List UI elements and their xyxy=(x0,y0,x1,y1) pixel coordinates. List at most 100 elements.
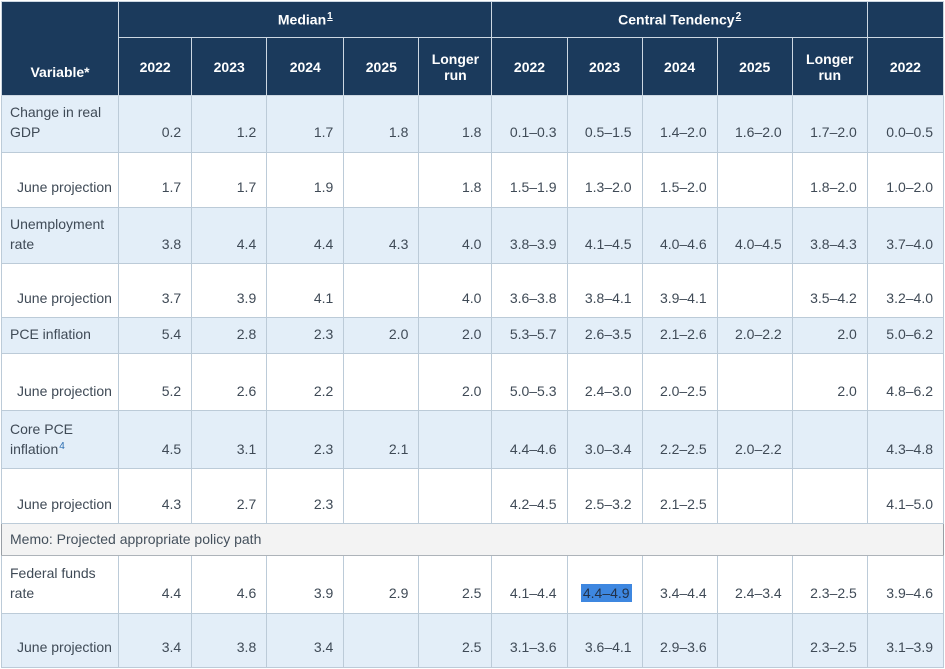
value-cell: 5.3–5.7 xyxy=(491,317,568,355)
value-cell: 2.0–2.2 xyxy=(716,410,793,470)
value-cell: 2.9–3.6 xyxy=(641,612,718,668)
memo-label: Memo: Projected appropriate policy path xyxy=(1,523,944,556)
variable-header-label: Variable* xyxy=(30,64,90,80)
value-cell: 2.5–3.2 xyxy=(566,468,643,525)
value-cell: 3.4 xyxy=(118,612,193,668)
value-cell xyxy=(716,612,793,668)
value-cell: 2.3–2.5 xyxy=(791,612,868,668)
value-cell: 2.5 xyxy=(418,612,493,668)
value-cell: 2.0 xyxy=(418,317,493,355)
value-cell: 1.9 xyxy=(266,151,345,208)
value-cell: 3.8–4.3 xyxy=(791,206,868,265)
value-cell: 4.0 xyxy=(418,206,493,265)
table-row: June projection 3.4 3.8 3.4 2.5 3.1–3.6 3.6–4.… xyxy=(0,612,945,668)
row-label: Core PCE inflation4 xyxy=(0,410,120,470)
value-cell: 3.8–4.1 xyxy=(566,263,643,319)
table-row: June projection 1.7 1.7 1.9 1.8 1.5–1.9 1.3–2.… xyxy=(0,151,945,208)
row-label: June projection xyxy=(0,353,120,412)
table-body: Change in real GDP 0.2 1.2 1.7 1.8 1.8 0.1–0.3… xyxy=(0,95,945,668)
value-cell: 2.5 xyxy=(418,554,493,614)
value-cell: 4.4 xyxy=(118,554,193,614)
value-cell: 2.1–2.6 xyxy=(641,317,718,355)
value-cell: 4.4–4.9 xyxy=(566,554,643,614)
value-cell: 1.8 xyxy=(418,95,493,153)
row-label: Federal funds rate xyxy=(0,554,120,614)
value-cell: 1.8 xyxy=(343,95,420,153)
footnote-link-1[interactable]: 1 xyxy=(327,11,333,23)
value-cell: 1.7 xyxy=(191,151,268,208)
value-cell: 0.1–0.3 xyxy=(491,95,568,153)
value-cell: 4.1 xyxy=(266,263,345,319)
value-cell: 3.8 xyxy=(118,206,193,265)
value-cell: 3.1–3.9 xyxy=(866,612,945,668)
value-cell xyxy=(791,410,868,470)
footnote-link-2[interactable]: 2 xyxy=(735,11,742,23)
value-cell: 2.2 xyxy=(266,353,345,412)
value-cell xyxy=(343,151,420,208)
value-cell: 4.6 xyxy=(191,554,268,614)
year-header-row: 2022 2023 2024 2025 Longer run 2022 2023… xyxy=(2,37,945,96)
value-cell: 1.5–1.9 xyxy=(491,151,568,208)
table-row: Unemployment rate 3.8 4.4 4.4 4.3 4.0 3.8–3.9 4… xyxy=(0,206,945,265)
value-cell: 2.3 xyxy=(266,317,345,355)
value-cell: 5.0–5.3 xyxy=(491,353,568,412)
value-cell: 3.7–4.0 xyxy=(866,206,945,265)
value-cell: 2.3–2.5 xyxy=(791,554,868,614)
value-cell: 4.4 xyxy=(191,206,268,265)
value-cell: 5.2 xyxy=(118,353,193,412)
year-header-median-2022: 2022 xyxy=(118,37,193,96)
value-cell: 2.0–2.2 xyxy=(716,317,793,355)
value-cell xyxy=(418,410,493,470)
value-cell: 2.4–3.4 xyxy=(716,554,793,614)
value-cell: 1.6–2.0 xyxy=(716,95,793,153)
value-cell: 2.3 xyxy=(266,468,345,525)
year-header-range-2022: 2022 xyxy=(866,37,945,96)
value-cell: 0.5–1.5 xyxy=(566,95,643,153)
range-group-header xyxy=(866,1,945,38)
value-cell: 1.0–2.0 xyxy=(866,151,945,208)
value-cell xyxy=(716,468,793,525)
value-cell xyxy=(343,353,420,412)
value-cell: 4.0 xyxy=(418,263,493,319)
row-label: Unemployment rate xyxy=(0,206,120,265)
value-cell: 4.4–4.6 xyxy=(491,410,568,470)
table-row: PCE inflation 5.4 2.8 2.3 2.0 2.0 5.3–5.7 2.6–3… xyxy=(0,317,945,355)
value-cell xyxy=(343,612,420,668)
value-cell: 1.7–2.0 xyxy=(791,95,868,153)
value-cell: 2.6–3.5 xyxy=(566,317,643,355)
median-group-header: Median1 xyxy=(118,1,493,38)
row-label: PCE inflation xyxy=(0,317,120,355)
year-header-ct-2023: 2023 xyxy=(566,37,643,96)
value-cell: 2.0–2.5 xyxy=(641,353,718,412)
value-cell: 2.8 xyxy=(191,317,268,355)
table-row: Change in real GDP 0.2 1.2 1.7 1.8 1.8 0.1–0.3… xyxy=(0,95,945,153)
value-cell: 4.0–4.5 xyxy=(716,206,793,265)
value-cell: 3.9–4.6 xyxy=(866,554,945,614)
value-cell: 1.5–2.0 xyxy=(641,151,718,208)
year-header-median-longer-run: Longer run xyxy=(418,37,493,96)
value-cell: 1.2 xyxy=(191,95,268,153)
median-group-label: Median xyxy=(277,11,327,28)
central-tendency-group-label: Central Tendency xyxy=(618,11,735,28)
value-cell: 3.5–4.2 xyxy=(791,263,868,319)
central-tendency-group-header: Central Tendency2 xyxy=(491,1,868,38)
memo-row: Memo: Projected appropriate policy path xyxy=(1,523,944,556)
value-cell: 1.7 xyxy=(266,95,345,153)
value-cell: 4.1–4.5 xyxy=(566,206,643,265)
value-cell: 4.8–6.2 xyxy=(866,353,945,412)
value-cell: 3.6–4.1 xyxy=(566,612,643,668)
row-label: June projection xyxy=(0,468,120,525)
year-header-median-2024: 2024 xyxy=(266,37,345,96)
value-cell xyxy=(418,468,493,525)
footnote-link-4[interactable]: 4 xyxy=(59,440,65,452)
value-cell: 3.7 xyxy=(118,263,193,319)
value-cell: 1.8 xyxy=(418,151,493,208)
value-cell: 2.0 xyxy=(343,317,420,355)
value-cell: 4.2–4.5 xyxy=(491,468,568,525)
row-label: June projection xyxy=(0,151,120,208)
year-header-ct-2025: 2025 xyxy=(716,37,793,96)
table-row: June projection 5.2 2.6 2.2 2.0 5.0–5.3 2.4–3.… xyxy=(0,353,945,412)
row-label: June projection xyxy=(0,263,120,319)
value-cell: 3.1–3.6 xyxy=(491,612,568,668)
value-cell: 2.0 xyxy=(791,353,868,412)
